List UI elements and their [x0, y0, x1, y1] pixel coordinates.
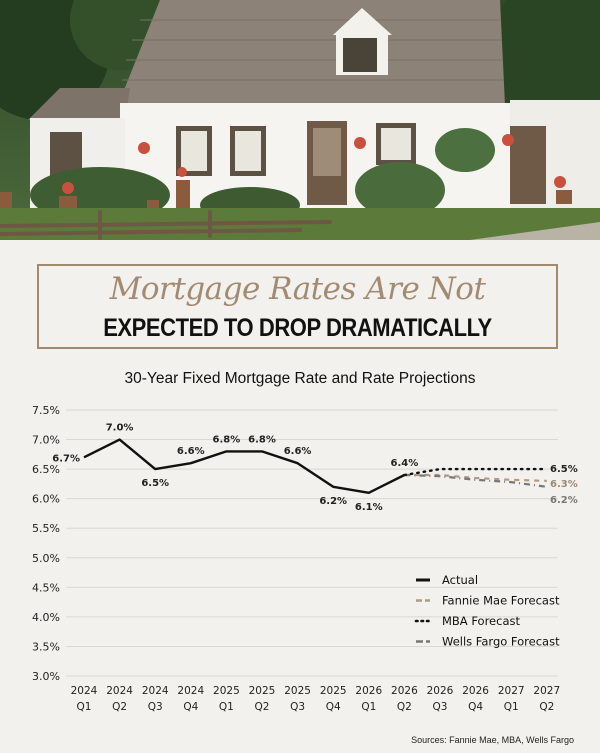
x-tick-year: 2025 [213, 685, 240, 697]
data-label: 6.6% [177, 446, 205, 457]
forecast-end-label: 6.5% [550, 464, 578, 475]
x-tick-quarter: Q3 [290, 701, 305, 713]
legend-label: Actual [442, 573, 478, 587]
x-tick-year: 2025 [249, 685, 276, 697]
legend-label: MBA Forecast [442, 614, 520, 628]
chart-title: 30-Year Fixed Mortgage Rate and Rate Pro… [124, 370, 476, 387]
data-label: 7.0% [106, 423, 134, 434]
x-tick-year: 2027 [498, 685, 525, 697]
x-tick-year: 2024 [177, 685, 204, 697]
x-tick-quarter: Q2 [539, 701, 554, 713]
data-label: 6.7% [52, 453, 80, 464]
x-tick-year: 2026 [427, 685, 454, 697]
legend-label: Fannie Mae Forecast [442, 594, 560, 608]
x-tick-quarter: Q1 [504, 701, 519, 713]
y-tick-label: 5.0% [32, 552, 60, 565]
x-tick-year: 2024 [71, 685, 98, 697]
x-tick-quarter: Q2 [397, 701, 412, 713]
x-tick-year: 2025 [320, 685, 347, 697]
headline: Mortgage Rates Are Not [109, 271, 486, 307]
x-tick-quarter: Q1 [219, 701, 234, 713]
forecast-end-label: 6.2% [550, 495, 578, 506]
x-tick-quarter: Q3 [148, 701, 163, 713]
x-tick-quarter: Q4 [183, 701, 198, 713]
x-tick-quarter: Q3 [433, 701, 448, 713]
x-tick-year: 2026 [355, 685, 382, 697]
series-line-fannie-mae-forecast [404, 473, 547, 482]
data-label: 6.5% [141, 478, 169, 489]
x-tick-quarter: Q1 [361, 701, 376, 713]
y-tick-label: 6.0% [32, 493, 60, 506]
y-tick-label: 4.0% [32, 611, 60, 624]
legend-label: Wells Fargo Forecast [442, 635, 560, 649]
y-tick-label: 4.5% [32, 581, 60, 594]
x-tick-year: 2025 [284, 685, 311, 697]
x-tick-quarter: Q4 [468, 701, 483, 713]
forecast-end-label: 6.3% [550, 479, 578, 490]
x-tick-quarter: Q2 [112, 701, 127, 713]
house-photo [0, 0, 600, 240]
y-tick-label: 7.0% [32, 434, 60, 447]
x-tick-quarter: Q4 [326, 701, 341, 713]
subheadline: EXPECTED TO DROP DRAMATICALLY [103, 314, 492, 342]
x-tick-year: 2026 [391, 685, 418, 697]
y-tick-label: 5.5% [32, 522, 60, 535]
data-label: 6.2% [319, 496, 347, 507]
x-tick-quarter: Q2 [255, 701, 270, 713]
series-line-actual [83, 438, 405, 494]
data-label: 6.8% [248, 434, 276, 445]
x-tick-year: 2027 [533, 685, 560, 697]
data-label: 6.8% [213, 434, 241, 445]
source-note: Sources: Fannie Mae, MBA, Wells Fargo [411, 735, 574, 745]
y-tick-label: 3.5% [32, 640, 60, 653]
x-tick-year: 2026 [462, 685, 489, 697]
data-label: 6.1% [355, 502, 383, 513]
data-label: 6.6% [284, 446, 312, 457]
series-line-mba-forecast [403, 467, 548, 477]
y-tick-label: 7.5% [32, 404, 60, 417]
x-tick-quarter: Q1 [77, 701, 92, 713]
title-box: Mortgage Rates Are Not EXPECTED TO DROP … [37, 264, 558, 349]
x-tick-year: 2024 [142, 685, 169, 697]
data-label: 6.4% [391, 458, 419, 469]
y-tick-label: 3.0% [32, 670, 60, 683]
y-tick-label: 6.5% [32, 463, 60, 476]
x-tick-year: 2024 [106, 685, 133, 697]
